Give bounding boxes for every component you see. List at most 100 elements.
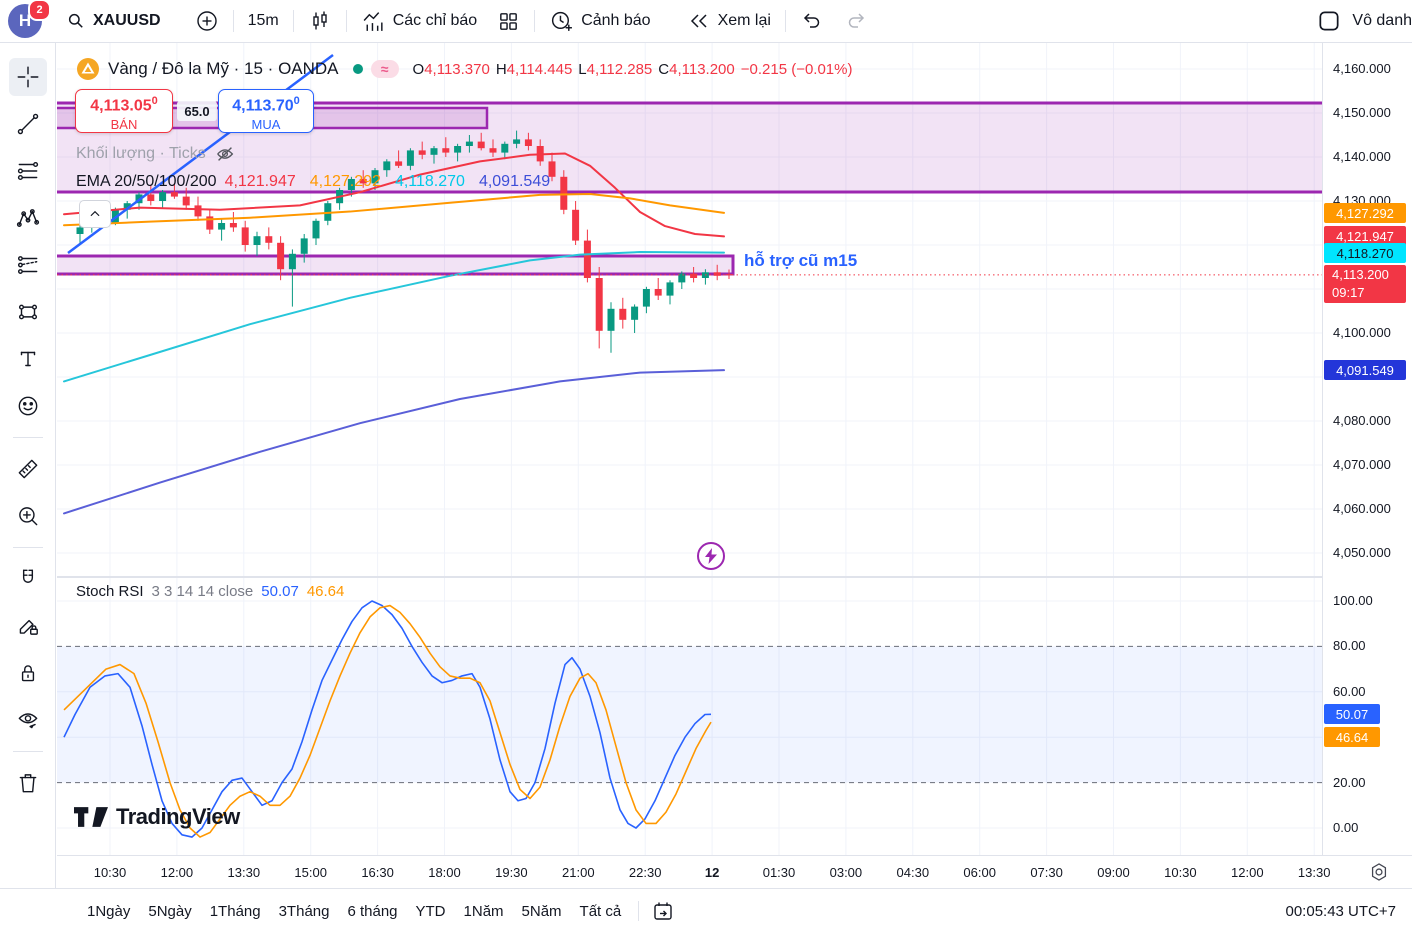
eye-hidden-icon[interactable] <box>214 143 236 165</box>
stoch-title[interactable]: Stoch RSI <box>76 583 144 600</box>
bottom-toolbar: 1Ngày 5Ngày 1Tháng 3Tháng 6 tháng YTD 1Năm 5Năm… <box>0 888 1412 933</box>
price-axis[interactable]: 4,127.292 4,121.947 4,118.270 4,113.200 … <box>1322 42 1412 855</box>
range-button-6-tháng[interactable]: 6 tháng <box>347 902 398 920</box>
anonymous-toggle[interactable]: Vô danh <box>1316 8 1412 34</box>
user-avatar[interactable]: H 2 <box>8 0 51 38</box>
spread-value: 65.0 <box>177 101 217 121</box>
candle-body <box>182 196 190 206</box>
chart-style-button[interactable] <box>298 4 342 38</box>
tool-crosshair[interactable] <box>8 58 47 96</box>
candle-body <box>501 143 509 153</box>
interval-button[interactable]: 15m <box>238 4 289 38</box>
axis-settings-gear-icon[interactable] <box>1368 861 1390 883</box>
ema-100-line <box>63 251 725 383</box>
redo-button[interactable] <box>834 4 878 38</box>
time-tick-label: 07:30 <box>1030 865 1063 880</box>
price-tick-label: 4,050.000 <box>1333 545 1391 560</box>
market-status-dot <box>352 64 363 74</box>
tool-magnet[interactable] <box>9 560 47 598</box>
price-tick-label: 4,070.000 <box>1333 457 1391 472</box>
time-tick-label: 10:30 <box>1164 865 1197 880</box>
tool-trend-line[interactable] <box>9 105 47 143</box>
close-value: 4,113.200 <box>669 60 735 78</box>
go-to-date-button[interactable] <box>647 895 679 927</box>
candle-body <box>524 139 532 146</box>
tool-drawing-lock[interactable] <box>9 607 47 645</box>
pane-collapse-button[interactable] <box>79 200 111 228</box>
price-tick-label: 4,160.000 <box>1333 61 1391 76</box>
redo-icon <box>848 13 864 28</box>
tool-hide-drawings[interactable] <box>9 701 47 739</box>
sell-button[interactable]: 4,113.050 BÁN <box>75 89 173 133</box>
ohlc-values: O4,113.370 H4,114.445 L4,112.285 C4,113.… <box>412 60 853 78</box>
stoch-k-line <box>63 600 712 838</box>
stoch-rsi-legend-row: Stoch RSI 3 3 14 14 close 50.07 46.64 <box>76 583 344 600</box>
alert-clock-icon <box>552 11 573 31</box>
range-button-1năm[interactable]: 1Năm <box>463 902 504 920</box>
trend-line-drawing <box>67 53 334 255</box>
magnet-icon <box>22 569 33 583</box>
buy-button[interactable]: 4,113.700 MUA <box>218 89 314 133</box>
price-tick-label: 4,140.000 <box>1333 149 1391 164</box>
tool-zoom-in[interactable] <box>9 497 47 535</box>
candle-body <box>583 240 591 278</box>
candle-body <box>560 176 568 210</box>
candle-body <box>218 223 226 230</box>
symbol-title[interactable]: Vàng / Đô la Mỹ · 15 · OANDA <box>108 59 339 78</box>
tool-measure[interactable] <box>9 450 47 488</box>
indicator-templates-button[interactable] <box>487 4 530 38</box>
alert-button[interactable]: Cảnh báo <box>539 4 660 38</box>
tool-trash[interactable] <box>9 764 47 802</box>
candle-body <box>666 282 674 296</box>
tool-text[interactable] <box>9 340 47 378</box>
range-button-tất-cả[interactable]: Tất cả <box>579 902 622 920</box>
range-button-1ngày[interactable]: 1Ngày <box>87 902 131 920</box>
tool-fib-lines[interactable] <box>9 152 47 190</box>
range-button-5ngày[interactable]: 5Ngày <box>148 902 192 920</box>
price-tick-label: 4,060.000 <box>1333 501 1391 516</box>
range-button-1tháng[interactable]: 1Tháng <box>209 902 261 920</box>
price-tick-label: 4,080.000 <box>1333 413 1391 428</box>
candle-body <box>288 253 296 270</box>
indicators-button[interactable]: Các chỉ báo <box>351 4 488 38</box>
support-zone-note[interactable]: hỗ trợ cũ m15 <box>744 251 858 270</box>
tradingview-watermark[interactable]: TradingView <box>74 804 240 830</box>
indicators-icon <box>363 11 383 31</box>
tool-rectangle[interactable] <box>9 293 47 331</box>
time-tick-label: 10:30 <box>93 865 127 880</box>
ema100-price-label: 4,118.270 <box>1324 243 1406 263</box>
range-button-3tháng[interactable]: 3Tháng <box>278 902 330 920</box>
ema-legend-title[interactable]: EMA 20/50/100/200 <box>76 173 217 190</box>
stoch-d-line <box>63 604 712 838</box>
chart-plot[interactable] <box>57 42 1322 855</box>
ema-20-line <box>63 152 725 238</box>
symbol-search-button[interactable]: XAUUSD <box>56 4 171 38</box>
quick-trade-flash-button[interactable] <box>697 542 725 570</box>
candle-body <box>607 308 615 331</box>
range-button-ytd[interactable]: YTD <box>415 902 446 920</box>
drawing-lock-icon <box>19 619 38 635</box>
indicators-label: Các chỉ báo <box>392 12 478 29</box>
ema200-price-label: 4,091.549 <box>1324 360 1406 380</box>
ema-legend-value: 4,127.292 <box>309 173 381 190</box>
candle-body <box>359 179 367 184</box>
replay-button[interactable]: Xem lại <box>677 4 781 38</box>
time-tick-label: 16:30 <box>361 865 394 880</box>
chevron-up-icon <box>90 210 100 217</box>
compare-add-symbol-button[interactable] <box>185 4 229 38</box>
time-tick-label: 09:00 <box>1097 865 1130 880</box>
tool-emoji[interactable] <box>9 387 47 425</box>
candle-body <box>678 273 686 283</box>
undo-button[interactable] <box>790 4 834 38</box>
tool-lock-all[interactable] <box>9 654 47 692</box>
time-axis[interactable]: 10:30 12:00 13:30 15:00 16:30 18:00 19:30 21:00… <box>57 855 1412 889</box>
tool-forecast[interactable] <box>9 246 47 284</box>
ema-50-line <box>63 192 725 227</box>
volume-legend[interactable]: Khối lượng · Ticks <box>76 145 206 162</box>
clock-timezone[interactable]: 00:05:43 UTC+7 <box>1285 902 1397 920</box>
range-button-5năm[interactable]: 5Năm <box>521 902 562 920</box>
hide-drawings-icon <box>18 713 37 729</box>
tool-xabcd-pattern[interactable] <box>9 199 47 237</box>
candle-body <box>147 194 155 201</box>
toolbar-divider <box>292 10 294 32</box>
